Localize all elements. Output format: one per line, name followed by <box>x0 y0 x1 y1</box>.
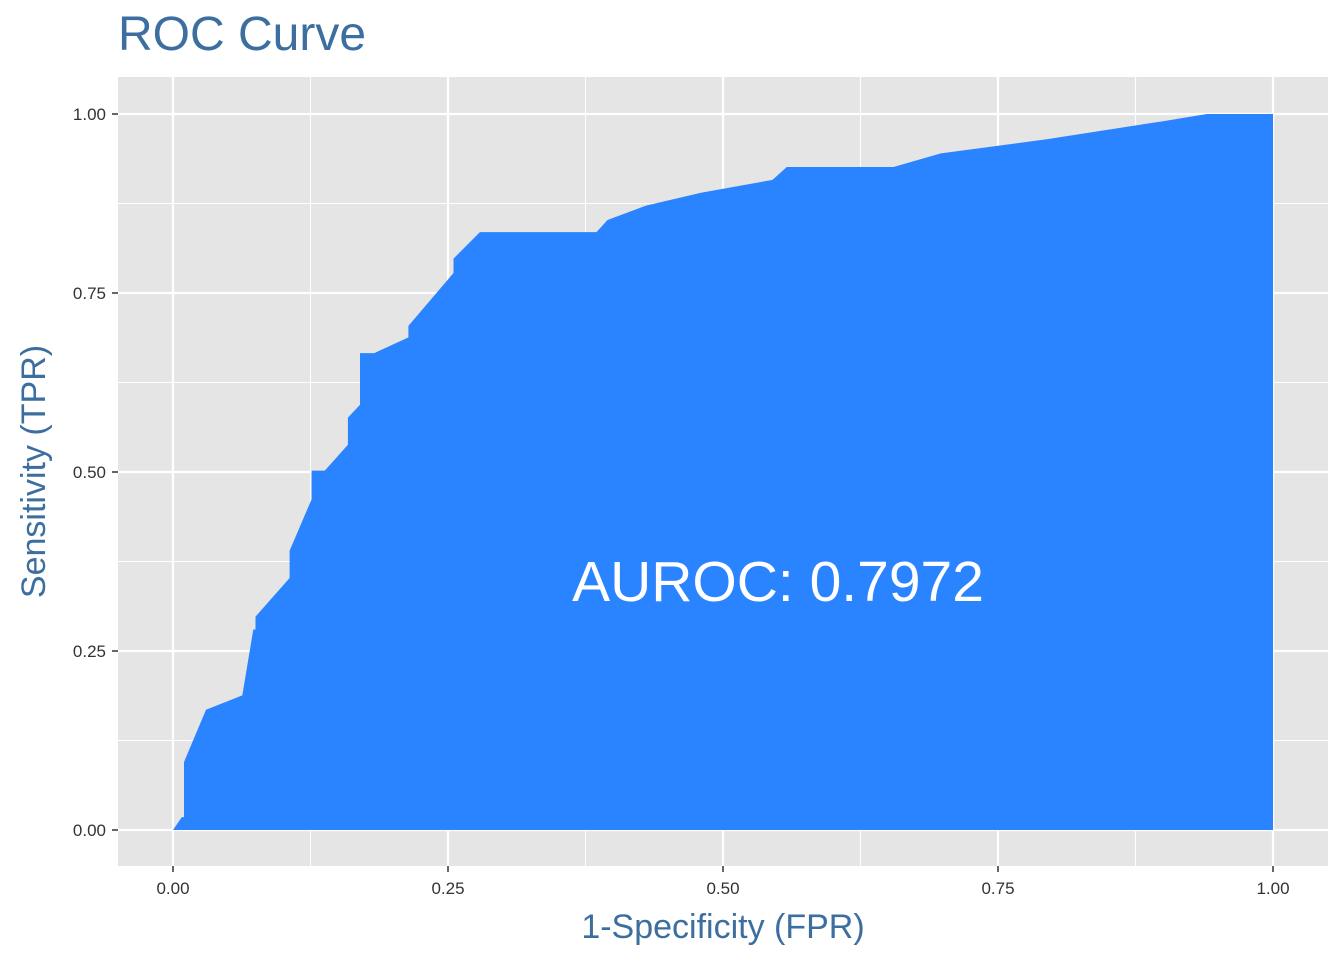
y-tick-label: 0.50 <box>73 463 106 482</box>
y-tick-label: 0.00 <box>73 821 106 840</box>
x-tick-label: 0.25 <box>431 879 464 898</box>
x-tick-label: 0.00 <box>156 879 189 898</box>
roc-area <box>173 114 1273 830</box>
auroc-annotation: AUROC: 0.7972 <box>572 550 984 614</box>
x-tick-label: 0.50 <box>706 879 739 898</box>
x-axis-title: 1-Specificity (FPR) <box>581 908 864 946</box>
y-axis-title: Sensitivity (TPR) <box>15 345 53 598</box>
x-tick-label: 1.00 <box>1256 879 1289 898</box>
x-tick-label: 0.75 <box>981 879 1014 898</box>
chart-title: ROC Curve <box>118 8 367 61</box>
y-tick-label: 0.75 <box>73 284 106 303</box>
y-tick-label: 1.00 <box>73 105 106 124</box>
y-tick-label: 0.25 <box>73 642 106 661</box>
axis-ticks: 0.00 0.25 0.50 0.75 1.00 0.00 0.25 0.50 0.75 1.00 <box>73 105 1290 898</box>
